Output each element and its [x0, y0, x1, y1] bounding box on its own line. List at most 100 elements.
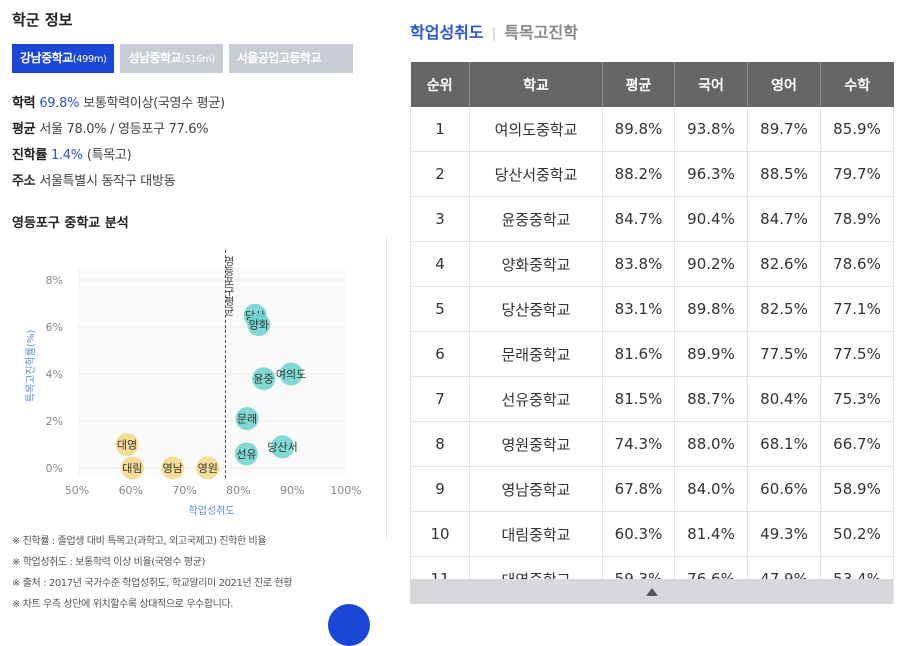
tab-school-0[interactable]: 강남중학교(499m) — [12, 44, 115, 73]
cell-math: 78.6% — [820, 241, 894, 287]
data-point-label: 문래 — [237, 413, 257, 426]
info-address: 주소 서울특별시 동작구 대방동 — [12, 170, 176, 189]
cell-english: 68.1% — [747, 421, 821, 467]
info-value: 서울 78.0% / 영등포구 77.6% — [39, 122, 209, 137]
x-tick-label: 90% — [280, 484, 304, 497]
cell-math: 77.5% — [820, 331, 894, 377]
x-tick-label: 100% — [330, 484, 361, 497]
cell-english: 82.6% — [747, 241, 821, 287]
cell-average: 84.7% — [602, 196, 675, 242]
tab-special-school[interactable]: 특목고진학 — [504, 23, 578, 42]
info-average: 평균 서울 78.0% / 영등포구 77.6% — [12, 118, 209, 137]
cell-average: 89.8% — [602, 107, 675, 152]
y-axis-label: 특목고진학률(%) — [25, 330, 37, 403]
collapse-table-button[interactable] — [410, 579, 893, 604]
tab-school-2[interactable]: 서울공업고등학교 — [228, 44, 353, 73]
table-row: 7 선유중학교 81.5% 88.7% 80.4% 75.3% — [410, 376, 894, 422]
cell-korean: 84.0% — [674, 466, 748, 512]
info-advance: 진학률 1.4% (특목고) — [12, 144, 132, 163]
cell-school: 문래중학교 — [469, 331, 603, 377]
info-desc: (특목고) — [86, 148, 132, 163]
cell-rank: 8 — [410, 421, 470, 467]
scatter-chart: 0% 2% 4% 6% 8% 50% 60% 70% 80% 90% 100% 학업성취도 특목고진학률… — [25, 250, 362, 517]
cell-rank: 3 — [410, 196, 470, 242]
cell-average: 74.3% — [602, 421, 675, 467]
cell-school: 선유중학교 — [469, 376, 603, 422]
cell-average: 83.1% — [602, 286, 675, 332]
cell-rank: 6 — [410, 331, 470, 377]
table-row: 9 영남중학교 67.8% 84.0% 60.6% 58.9% — [410, 466, 894, 512]
col-school: 학교 — [469, 62, 603, 107]
data-point-label: 윤중 — [254, 373, 274, 386]
cell-average: 60.3% — [602, 511, 675, 557]
y-tick-label: 2% — [46, 415, 63, 428]
data-point-label: 여의도 — [276, 368, 306, 381]
cell-rank: 7 — [410, 376, 470, 422]
note-line: ※ 학업성취도 : 보통학력 이상 비율(국영수 평균) — [12, 557, 206, 568]
tab-school-name: 강남중학교 — [20, 51, 73, 65]
cell-english: 84.7% — [747, 196, 821, 242]
data-point-label: 양화 — [249, 319, 269, 332]
average-line-label: 영등포구평균 — [222, 256, 234, 316]
info-label: 주소 — [12, 174, 36, 189]
cell-rank: 2 — [410, 151, 470, 197]
cell-math: 79.7% — [820, 151, 894, 197]
data-point-label: 대림 — [122, 462, 142, 475]
cell-english: 80.4% — [747, 376, 821, 422]
col-math: 수학 — [820, 62, 894, 107]
note-line: ※ 차트 우측 상단에 위치할수록 상대적으로 우수합니다. — [12, 599, 234, 610]
tab-school-1[interactable]: 성남중학교(516m) — [120, 44, 223, 73]
table-row: 1 여의도중학교 89.8% 93.8% 89.7% 85.9% — [410, 107, 894, 152]
cell-english: 89.7% — [747, 107, 821, 152]
data-point-label: 당산서 — [267, 441, 297, 454]
cell-school: 대림중학교 — [469, 511, 603, 557]
table-row: 2 당산서중학교 88.2% 96.3% 88.5% 79.7% — [410, 151, 894, 197]
ranking-tabs: 학업성취도 | 특목고진학 — [410, 19, 578, 43]
floating-action-button[interactable] — [328, 604, 370, 646]
info-desc: 보통학력이상(국영수 평균) — [83, 96, 225, 111]
data-point — [271, 435, 295, 459]
cell-korean: 89.8% — [674, 286, 748, 332]
chart-notes: ※ 진학률 : 졸업생 대비 특목고(과학고, 외고국제고) 진학한 비율 ※ … — [12, 531, 292, 615]
cell-school: 양화중학교 — [469, 241, 603, 287]
cell-school: 당산서중학교 — [469, 151, 603, 197]
cell-rank: 5 — [410, 286, 470, 332]
data-point — [247, 313, 271, 337]
y-tick-label: 8% — [46, 274, 63, 287]
tab-school-name: 서울공업고등학교 — [236, 51, 322, 65]
tab-school-distance: (499m) — [72, 54, 107, 65]
y-tick-label: 0% — [46, 462, 63, 475]
x-tick-label: 80% — [226, 484, 250, 497]
table-row: 4 양화중학교 83.8% 90.2% 82.6% 78.6% — [410, 241, 894, 287]
cell-school: 당산중학교 — [469, 286, 603, 332]
tab-achievement[interactable]: 학업성취도 — [410, 23, 484, 42]
x-tick-label: 60% — [119, 484, 143, 497]
cell-korean: 88.0% — [674, 421, 748, 467]
cell-english: 88.5% — [747, 151, 821, 197]
cell-average: 81.5% — [602, 376, 675, 422]
x-tick-label: 50% — [65, 484, 89, 497]
cell-math: 85.9% — [820, 107, 894, 152]
data-point — [235, 407, 259, 431]
data-point — [234, 442, 258, 466]
cell-math: 77.1% — [820, 286, 894, 332]
cell-average: 83.8% — [602, 241, 675, 287]
cell-english: 60.6% — [747, 466, 821, 512]
cell-rank: 10 — [410, 511, 470, 557]
data-point — [115, 433, 139, 456]
x-tick-label: 70% — [172, 484, 196, 497]
cell-math: 58.9% — [820, 466, 894, 512]
section-title: 학군 정보 — [12, 11, 73, 29]
cell-rank: 1 — [410, 107, 470, 152]
info-label: 학력 — [12, 96, 36, 111]
table-row: 5 당산중학교 83.1% 89.8% 82.5% 77.1% — [410, 286, 894, 332]
col-average: 평균 — [602, 62, 675, 107]
table-header-row: 순위 학교 평균 국어 영어 수학 — [410, 62, 894, 107]
cell-math: 50.2% — [820, 511, 894, 557]
data-point — [161, 456, 185, 480]
table-row: 10 대림중학교 60.3% 81.4% 49.3% 50.2% — [410, 511, 894, 557]
y-tick-label: 6% — [46, 321, 63, 334]
col-english: 영어 — [747, 62, 821, 107]
data-point-label: 선유 — [236, 448, 256, 461]
cell-korean: 90.2% — [674, 241, 748, 287]
